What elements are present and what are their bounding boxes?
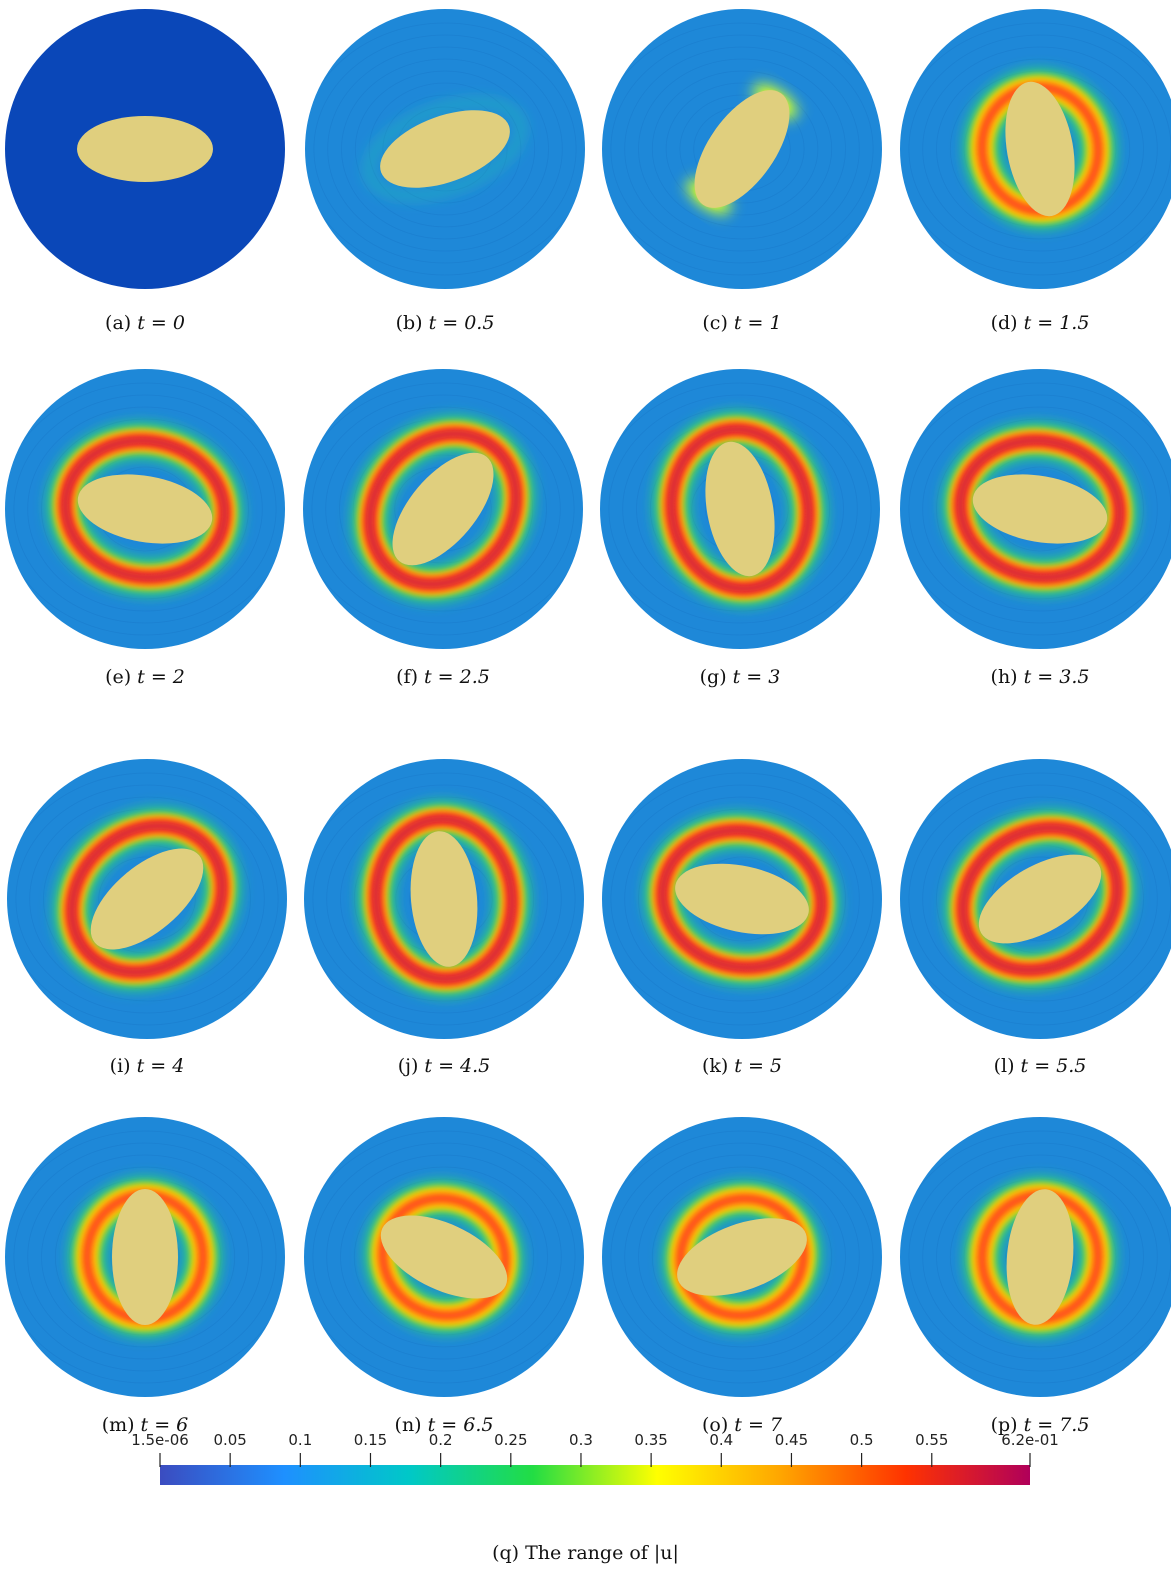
flow-field-svg: [900, 759, 1171, 1039]
panel-e: [4, 364, 286, 654]
velocity-magnitude-field: [900, 382, 1171, 636]
flow-field-svg: [900, 369, 1171, 649]
panel-i: [6, 754, 288, 1044]
ellipse-particle: [1005, 81, 1075, 217]
velocity-magnitude-field: [900, 772, 1171, 1026]
panel-b: [304, 4, 586, 294]
caption-l: (l) t = 5.5: [993, 1055, 1087, 1077]
ellipse-particle: [380, 1215, 508, 1299]
colorbar-tick-label: 0.55: [915, 1431, 948, 1449]
caption-m: (m) t = 6: [101, 1414, 189, 1436]
colorbar-tick-label: 0.2: [429, 1431, 453, 1449]
caption-a: (a) t = 0: [105, 312, 185, 334]
colorbar-tick-label: 0.3: [569, 1431, 593, 1449]
colorbar-tick-label: 0.25: [494, 1431, 527, 1449]
caption-d: (d) t = 1.5: [990, 312, 1090, 334]
colorbar-tick-label: 0.05: [213, 1431, 246, 1449]
ellipse-particle: [978, 854, 1102, 944]
flow-field-svg: [900, 9, 1171, 289]
panel-k: [601, 754, 883, 1044]
velocity-magnitude-field: [602, 772, 882, 1026]
velocity-magnitude-field: [5, 382, 285, 636]
flow-field-svg: [7, 759, 287, 1039]
caption-p: (p) t = 7.5: [990, 1414, 1090, 1436]
ellipse-particle: [77, 474, 213, 544]
colorbar-tick-label: 0.1: [288, 1431, 312, 1449]
velocity-magnitude-field: [7, 772, 287, 1026]
panel-f: [302, 364, 584, 654]
flow-field-svg: [5, 9, 285, 289]
flow-field-svg: [304, 759, 584, 1039]
velocity-magnitude-field: [600, 382, 880, 636]
flow-field-svg: [5, 369, 285, 649]
ellipse-particle: [705, 441, 775, 577]
panel-o: [601, 1112, 883, 1402]
caption-k: (k) t = 5: [701, 1055, 783, 1077]
colorbar-tick-label: 6.2e-01: [1001, 1431, 1059, 1449]
panel-j: [303, 754, 585, 1044]
colorbar-tick-label: 0.5: [850, 1431, 874, 1449]
caption-o: (o) t = 7: [702, 1414, 782, 1436]
caption-i: (i) t = 4: [109, 1055, 185, 1077]
ellipse-particle: [694, 90, 790, 208]
caption-e: (e) t = 2: [105, 666, 185, 688]
flow-field-svg: [602, 759, 882, 1039]
panel-c: [601, 4, 883, 294]
flow-field-svg: [304, 1117, 584, 1397]
ellipse-particle: [380, 110, 510, 188]
flow-field-svg: [305, 9, 585, 289]
ellipse-particle: [675, 863, 809, 935]
caption-h: (h) t = 3.5: [990, 666, 1090, 688]
flow-field-svg: [5, 1117, 285, 1397]
ellipse-particle: [1006, 1189, 1074, 1325]
flow-field-svg: [602, 1117, 882, 1397]
ellipse-particle: [112, 1189, 178, 1325]
caption-c: (c) t = 1: [702, 312, 782, 334]
panel-l: [899, 754, 1171, 1044]
caption-j: (j) t = 4.5: [397, 1055, 491, 1077]
ellipse-particle: [410, 831, 478, 967]
colorbar-tick-label: 1.5e-06: [131, 1431, 189, 1449]
velocity-magnitude-field: [303, 382, 583, 636]
panel-g: [599, 364, 881, 654]
panel-n: [303, 1112, 585, 1402]
colorbar: 1.5e-06 0.05 0.1 0.15 0.2 0.25 0.3 0.35 0.4 0.45 0…: [0, 1425, 1171, 1575]
colorbar-tick-label: 0.45: [775, 1431, 808, 1449]
flow-field-svg: [602, 9, 882, 289]
ellipse-particle: [677, 1218, 807, 1296]
velocity-magnitude-field: [304, 772, 584, 1026]
ellipse-particle: [972, 474, 1108, 544]
panel-a: [4, 4, 286, 294]
colorbar-tick-label: 0.4: [709, 1431, 733, 1449]
colorbar-caption: (q) The range of |u|: [492, 1542, 679, 1564]
ellipse-particle: [392, 452, 494, 566]
ellipse-particle: [77, 116, 213, 182]
colorbar-gradient: [160, 1465, 1030, 1485]
caption-g: (g) t = 3: [699, 666, 781, 688]
flow-field-svg: [303, 369, 583, 649]
caption-b: (b) t = 0.5: [395, 312, 495, 334]
panel-p: [899, 1112, 1171, 1402]
caption-n: (n) t = 6.5: [394, 1414, 494, 1436]
flow-field-svg: [600, 369, 880, 649]
panel-d: [899, 4, 1171, 294]
ellipse-particle: [90, 848, 204, 950]
colorbar-svg: 1.5e-06 0.05 0.1 0.15 0.2 0.25 0.3 0.35 0.4 0.45 0…: [131, 1431, 1059, 1485]
colorbar-tick-label: 0.15: [354, 1431, 387, 1449]
caption-f: (f) t = 2.5: [396, 666, 490, 688]
panel-h: [899, 364, 1171, 654]
panel-m: [4, 1112, 286, 1402]
flow-field-svg: [900, 1117, 1171, 1397]
colorbar-tick-label: 0.35: [634, 1431, 667, 1449]
